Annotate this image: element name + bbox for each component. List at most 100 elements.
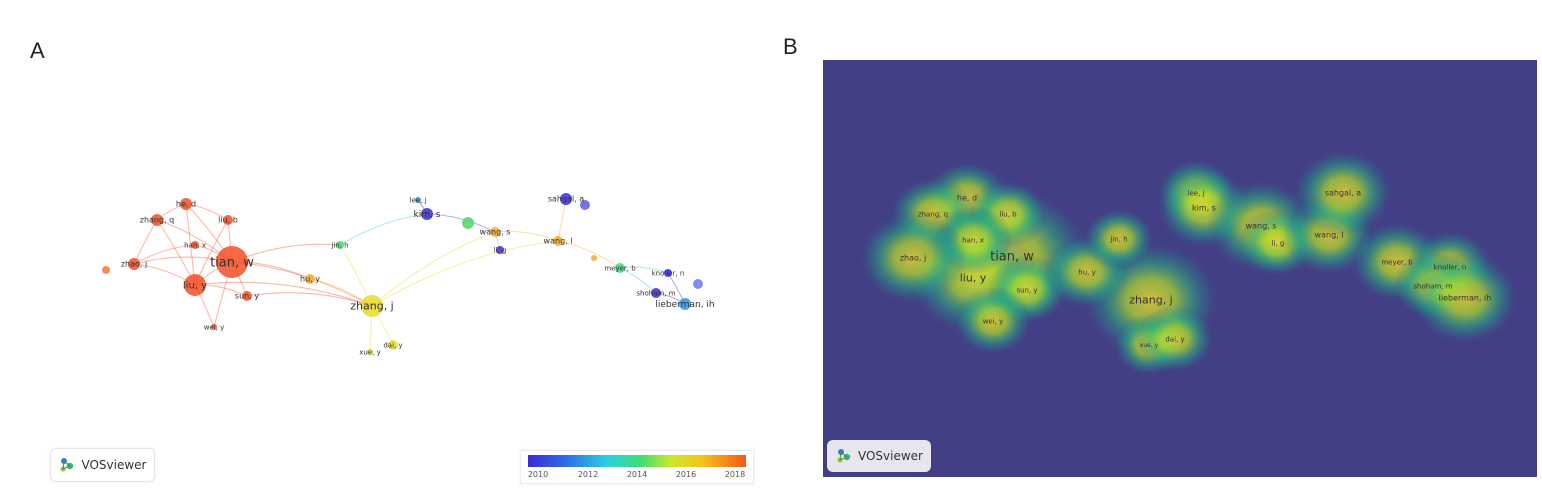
density-author-label: wei, y (983, 317, 1004, 325)
vosviewer-icon (60, 458, 74, 472)
density-blob (1292, 149, 1394, 237)
density-author-label: tian, w (990, 249, 1034, 264)
panel-a-label: A (30, 38, 45, 63)
coauthor-link (371, 240, 559, 307)
author-node (223, 215, 233, 225)
coauthor-link (494, 230, 559, 242)
author-node (211, 324, 217, 330)
author-label: liu, b (218, 216, 238, 225)
vosviewer-icon (837, 449, 851, 463)
year-colorbar: 2010 2012 2014 2016 2018 (520, 450, 754, 484)
colorbar-tick: 2014 (626, 470, 648, 479)
author-node (615, 263, 625, 273)
density-author-label: liu, y (960, 272, 987, 285)
density-author-label: knoller, n (1434, 263, 1467, 271)
author-label: meyer, b (604, 264, 636, 272)
author-node (361, 295, 383, 317)
author-label: kim, s (414, 210, 441, 220)
unlabeled-author-node (580, 200, 590, 210)
vosviewer-text: VOSviewer (857, 449, 923, 463)
coauthor-link (339, 213, 428, 246)
author-node (388, 340, 398, 350)
coauthor-link (246, 292, 373, 307)
author-node (242, 291, 252, 301)
density-author-label: li, g (1272, 239, 1285, 247)
density-author-label: zhang, j (1129, 294, 1173, 307)
author-node (180, 198, 192, 210)
density-author-label: wang, s (1246, 222, 1277, 231)
vosviewer-logo-b: VOSviewer (827, 440, 931, 472)
colorbar-gradient (528, 455, 746, 467)
author-label: wei, y (204, 323, 225, 331)
density-author-label: wang, l (1315, 231, 1344, 240)
author-node (651, 288, 661, 298)
vosviewer-text: VOSviewer (81, 458, 147, 472)
author-label: han, x (184, 241, 206, 249)
author-label: sahgal, a (548, 195, 584, 204)
author-label: dai, y (383, 341, 402, 349)
density-author-label: liu, b (999, 210, 1017, 218)
author-label: zhang, q (140, 216, 174, 225)
density-blob (1411, 251, 1519, 345)
density-author-label: han, x (962, 236, 984, 244)
author-label: zhao, j (121, 260, 147, 269)
panel-b-label: B (783, 34, 798, 59)
author-node (367, 349, 373, 355)
author-node (184, 274, 206, 296)
density-map: tian, w liu, y zhang, j he, d zhang, q liu, b… (823, 60, 1537, 477)
author-label: wang, s (480, 228, 511, 237)
author-label: sun, y (235, 292, 259, 301)
coauthor-link (194, 281, 373, 307)
coauthor-link (557, 240, 621, 269)
unlabeled-author-node (591, 255, 597, 261)
author-node (496, 246, 504, 254)
author-node (128, 258, 140, 270)
author-label: lieberman, ih (655, 300, 714, 310)
density-author-label: lee, j (1188, 189, 1205, 197)
author-node (191, 241, 199, 249)
vosviewer-logo-a: VOSviewer (50, 448, 155, 482)
density-author-label: he, d (957, 194, 977, 203)
density-author-label: hu, y (1078, 268, 1095, 276)
author-node (336, 241, 344, 249)
density-author-label: kim, s (1192, 204, 1216, 213)
density-blob (859, 211, 967, 305)
colorbar-tick: 2010 (527, 470, 549, 479)
density-author-label: sahgal, a (1325, 189, 1361, 198)
density-author-label: jin, h (1109, 235, 1127, 243)
density-author-label: sun, y (1016, 286, 1037, 294)
density-blob (953, 286, 1033, 356)
author-label: shoham, m (636, 289, 675, 297)
author-node (151, 214, 163, 226)
density-author-label: zhang, q (918, 210, 948, 218)
density-blob (1135, 304, 1215, 374)
density-author-label: zhao, j (900, 254, 926, 263)
author-label: hu, y (300, 275, 320, 284)
coauthor-link (231, 261, 373, 307)
coauthor-link (133, 219, 158, 265)
colorbar-tick: 2018 (724, 470, 746, 479)
author-label: zhang, j (350, 300, 394, 313)
author-label: wang, l (544, 237, 573, 246)
density-author-label: dai, y (1165, 335, 1184, 343)
author-node (490, 227, 500, 237)
author-node (553, 236, 563, 246)
author-label: li, g (494, 246, 507, 254)
author-node (421, 208, 433, 220)
author-node (415, 197, 421, 203)
unlabeled-author-node (102, 266, 110, 274)
unlabeled-author-node (462, 217, 474, 229)
author-label: jin, h (330, 241, 348, 249)
colorbar-tick: 2012 (577, 470, 599, 479)
density-author-label: shoham, m (1413, 282, 1452, 290)
author-label: tian, w (210, 255, 254, 270)
author-label: lee, j (410, 196, 427, 204)
density-blob (1083, 208, 1155, 270)
coauthor-link (426, 213, 496, 233)
author-node (305, 274, 315, 284)
density-author-label: meyer, b (1381, 258, 1413, 266)
author-label: he, d (176, 200, 196, 209)
colorbar-tick: 2016 (675, 470, 697, 479)
unlabeled-author-node (693, 279, 703, 289)
